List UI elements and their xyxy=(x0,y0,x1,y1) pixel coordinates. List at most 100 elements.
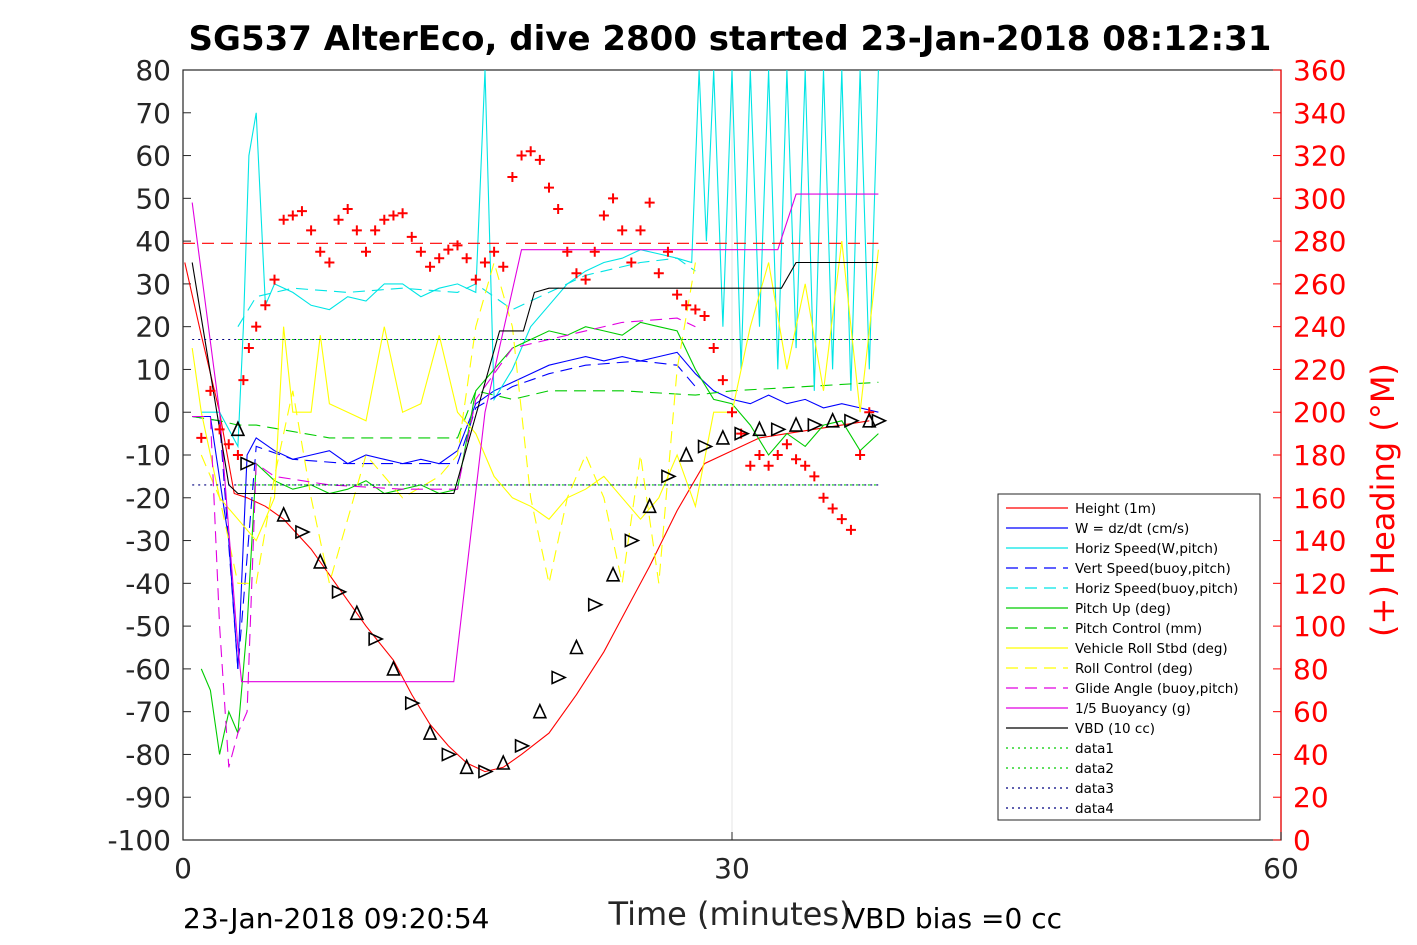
right-tick-label: 120 xyxy=(1293,567,1346,600)
heading-marker xyxy=(415,246,426,257)
right-tick-label: 240 xyxy=(1293,311,1346,344)
heading-marker xyxy=(388,210,399,221)
depth-marker xyxy=(788,416,804,432)
heading-marker xyxy=(727,407,737,418)
heading-marker xyxy=(717,375,728,386)
legend-label: Vehicle Roll Stbd (deg) xyxy=(1075,641,1228,657)
legend-label: Horiz Speed(buoy,pitch) xyxy=(1075,581,1238,597)
heading-marker xyxy=(296,206,307,217)
series-line-vert-speed-buoy-pitch xyxy=(192,360,696,669)
right-tick-label: 280 xyxy=(1293,225,1346,258)
legend-label: W = dz/dt (cm/s) xyxy=(1075,521,1189,537)
right-tick-label: 320 xyxy=(1293,140,1346,173)
heading-marker xyxy=(763,460,774,471)
heading-marker xyxy=(434,253,445,264)
heading-marker xyxy=(223,439,234,450)
depth-marker xyxy=(331,584,348,600)
heading-marker xyxy=(708,343,719,354)
heading-marker xyxy=(516,150,527,161)
left-tick-label: 20 xyxy=(135,311,171,344)
left-tick-label: 70 xyxy=(135,97,171,130)
legend-label: data3 xyxy=(1075,781,1114,797)
left-tick-label: -60 xyxy=(125,653,171,686)
heading-marker xyxy=(278,214,289,225)
chart-title: SG537 AlterEco, dive 2800 started 23-Jan… xyxy=(189,19,1272,59)
heading-marker xyxy=(544,182,554,193)
heading-marker xyxy=(333,214,344,225)
legend-label: data2 xyxy=(1075,761,1114,777)
heading-marker xyxy=(754,450,765,460)
right-tick-label: 360 xyxy=(1293,54,1346,87)
right-tick-label: 180 xyxy=(1293,439,1346,472)
depth-marker xyxy=(386,659,401,676)
depth-marker xyxy=(752,420,767,437)
heading-marker xyxy=(324,257,335,268)
heading-marker xyxy=(845,524,856,535)
heading-marker xyxy=(315,246,326,257)
heading-marker xyxy=(836,514,847,525)
heading-marker xyxy=(238,375,249,386)
depth-marker xyxy=(495,754,511,770)
depth-marker xyxy=(551,670,568,685)
left-tick-label: 0 xyxy=(153,396,171,429)
right-tick-label: 0 xyxy=(1293,824,1311,857)
right-axis-label: (+) Heading (°M) xyxy=(1364,363,1402,637)
heading-marker xyxy=(827,503,838,514)
right-tick-label: 100 xyxy=(1293,610,1346,643)
heading-marker xyxy=(470,274,481,285)
depth-marker xyxy=(312,553,328,569)
legend-label: Pitch Up (deg) xyxy=(1075,601,1171,617)
heading-marker xyxy=(681,300,692,311)
heading-marker xyxy=(205,385,216,396)
legend-label: Pitch Control (mm) xyxy=(1075,621,1202,637)
left-tick-label: -100 xyxy=(107,824,171,857)
heading-marker xyxy=(662,246,673,257)
series-line-horiz-speed-w-pitch xyxy=(201,69,879,449)
series-line-1-5-buoyancy-g xyxy=(191,193,879,683)
heading-marker xyxy=(351,225,362,236)
heading-marker xyxy=(617,225,628,236)
heading-marker xyxy=(672,289,683,300)
right-tick-label: 20 xyxy=(1293,781,1329,814)
depth-marker xyxy=(276,505,291,522)
heading-marker xyxy=(269,274,280,285)
series-line-height-1m xyxy=(184,262,870,773)
depth-marker xyxy=(422,724,438,740)
right-tick-label: 260 xyxy=(1293,268,1346,301)
left-tick-label: -40 xyxy=(125,567,171,600)
heading-marker xyxy=(534,154,545,165)
heading-marker xyxy=(562,246,573,257)
heading-marker xyxy=(479,257,490,268)
depth-marker xyxy=(734,426,751,441)
legend-label: Vert Speed(buoy,pitch) xyxy=(1075,561,1231,577)
legend-label: Height (1m) xyxy=(1075,501,1156,517)
heading-marker xyxy=(809,471,820,482)
heading-marker xyxy=(626,257,637,268)
heading-marker xyxy=(379,214,390,225)
heading-marker xyxy=(571,268,582,279)
right-axis: 3603403203002802602402202001801601401201… xyxy=(1273,54,1346,857)
heading-marker xyxy=(772,450,783,460)
right-tick-label: 160 xyxy=(1293,482,1346,515)
right-tick-label: 200 xyxy=(1293,396,1346,429)
heading-marker xyxy=(644,197,655,208)
heading-marker xyxy=(361,246,371,257)
depth-marker xyxy=(459,758,474,775)
left-tick-label: 30 xyxy=(135,268,171,301)
depth-marker xyxy=(770,422,787,437)
depth-marker xyxy=(368,631,385,647)
depth-marker xyxy=(569,638,584,655)
depth-marker xyxy=(532,702,548,719)
left-tick-label: -20 xyxy=(125,482,171,515)
left-tick-label: -90 xyxy=(125,781,171,814)
right-tick-label: 300 xyxy=(1293,182,1346,215)
right-tick-label: 340 xyxy=(1293,97,1346,130)
heading-marker xyxy=(243,343,254,354)
legend-label: Roll Control (deg) xyxy=(1075,661,1193,677)
heading-marker xyxy=(406,231,417,242)
series-line-vbd-10-cc xyxy=(191,261,879,495)
legend-label: data4 xyxy=(1075,801,1114,817)
heading-marker xyxy=(699,310,710,321)
left-tick-label: -70 xyxy=(125,696,171,729)
